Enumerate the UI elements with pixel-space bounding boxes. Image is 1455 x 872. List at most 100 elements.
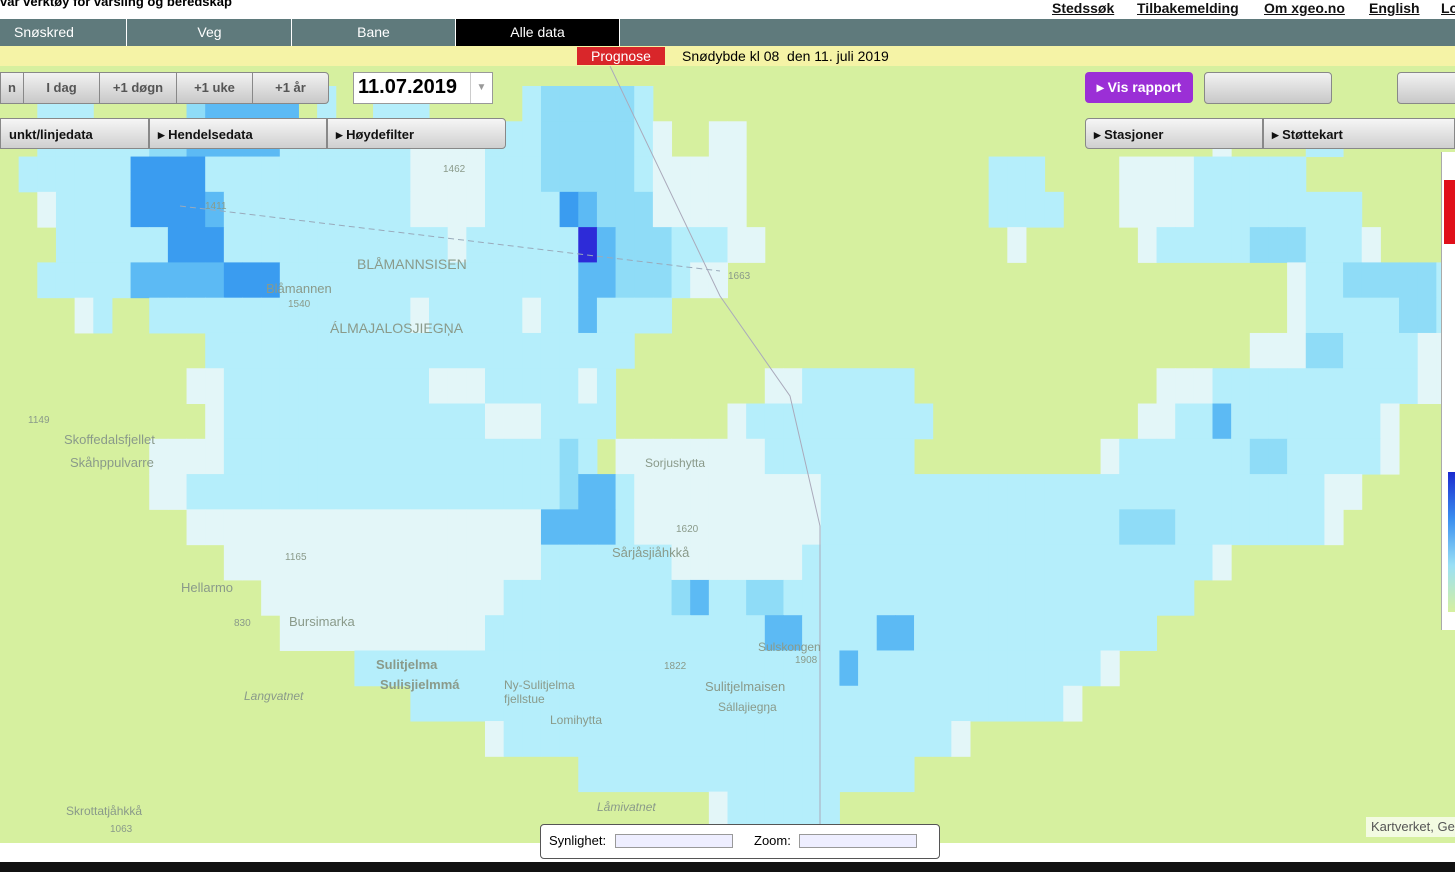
- snow-cell: [1156, 438, 1176, 475]
- snow-cell: [298, 403, 318, 440]
- snow-cell: [895, 721, 915, 757]
- map-label: 1411: [205, 201, 227, 212]
- report-button[interactable]: ▸ Vis rapport: [1085, 72, 1193, 103]
- time-button[interactable]: +1 uke: [176, 72, 253, 104]
- snow-cell: [876, 756, 896, 793]
- date-field[interactable]: 11.07.2019 ▼: [353, 72, 493, 104]
- snow-cell: [578, 615, 598, 651]
- snow-cell: [223, 332, 243, 369]
- snow-cell: [55, 156, 76, 193]
- snow-cell: [447, 262, 467, 299]
- tool-buttons[interactable]: [1204, 72, 1332, 104]
- snow-cell: [1268, 438, 1288, 475]
- snow-cell: [671, 438, 691, 475]
- visibility-label: Synlighet:: [549, 833, 607, 848]
- map-label: Blåmannen: [266, 281, 332, 296]
- map-label: Sulitjelmaisen: [705, 679, 786, 694]
- snow-cell: [522, 368, 542, 405]
- snow-cell: [783, 721, 803, 757]
- snow-cell: [615, 685, 635, 722]
- snow-cell: [876, 650, 896, 687]
- snow-cell: [858, 368, 878, 405]
- snow-cell: [410, 297, 430, 334]
- tab[interactable]: Veg: [128, 19, 292, 46]
- snow-cell: [447, 509, 467, 546]
- snow-cell: [1249, 227, 1269, 263]
- link[interactable]: Lo: [1441, 0, 1455, 16]
- snow-cell: [914, 650, 934, 687]
- snow-cell: [540, 650, 561, 687]
- snow-cell: [186, 262, 206, 299]
- snow-cell: [74, 191, 94, 228]
- menu[interactable]: unkt/linjedata: [0, 118, 149, 149]
- tool-buttons[interactable]: [1397, 72, 1455, 104]
- snow-cell: [951, 544, 971, 581]
- snow-cell: [447, 332, 467, 369]
- snow-cell: [1231, 438, 1251, 475]
- snow-cell: [690, 650, 710, 687]
- snow-cell: [1361, 262, 1381, 299]
- snow-cell: [727, 509, 747, 546]
- snow-cell: [578, 721, 598, 757]
- snow-cell: [391, 438, 411, 475]
- snow-cell: [317, 403, 337, 440]
- snow-cell: [858, 615, 878, 651]
- menu[interactable]: ▸ Hendelsedata: [149, 118, 327, 149]
- snow-cell: [596, 332, 617, 369]
- link[interactable]: Stedssøk: [1052, 0, 1115, 16]
- link[interactable]: Tilbakemelding: [1137, 0, 1239, 16]
- snow-cell: [391, 544, 411, 581]
- snow-cell: [727, 756, 747, 793]
- time-button[interactable]: n: [0, 72, 24, 104]
- snow-cell: [223, 297, 243, 334]
- menu[interactable]: ▸ Støttekart: [1263, 118, 1455, 149]
- map-label: Låmivatnet: [597, 800, 656, 814]
- snow-cell: [596, 262, 617, 299]
- link[interactable]: Om xgeo.no: [1264, 0, 1345, 16]
- snow-cell: [1417, 368, 1437, 405]
- tab[interactable]: Snøskred: [0, 19, 127, 46]
- visibility-slider[interactable]: [615, 834, 733, 848]
- snow-cell: [447, 650, 467, 687]
- snow-cell: [279, 191, 299, 228]
- snow-cell: [708, 474, 728, 510]
- map-label: Ny-Sulitjelma fjellstue: [504, 678, 575, 706]
- snow-cell: [354, 544, 374, 581]
- zoom-slider[interactable]: [799, 834, 917, 848]
- time-button[interactable]: I dag: [23, 72, 100, 104]
- snow-cell: [1268, 332, 1288, 369]
- snow-cell: [354, 509, 374, 546]
- link[interactable]: English: [1369, 0, 1420, 16]
- snow-cell: [652, 756, 673, 793]
- snow-cell: [503, 156, 523, 193]
- snow-cell: [354, 332, 374, 369]
- snow-cell: [671, 615, 691, 651]
- snow-cell: [540, 685, 561, 722]
- snow-cell: [1399, 262, 1419, 299]
- snow-cell: [578, 544, 598, 581]
- time-button[interactable]: +1 år: [252, 72, 329, 104]
- snow-cell: [279, 332, 299, 369]
- snow-cell: [858, 438, 878, 475]
- tab[interactable]: Alle data: [456, 19, 620, 46]
- time-button[interactable]: +1 døgn: [99, 72, 177, 104]
- snow-cell: [18, 156, 38, 193]
- snow-cell: [1287, 191, 1307, 228]
- snow-cell: [522, 191, 542, 228]
- snow-cell: [373, 403, 393, 440]
- menu[interactable]: ▸ Stasjoner: [1085, 118, 1263, 149]
- snow-cell: [671, 756, 691, 793]
- snow-cell: [354, 191, 374, 228]
- dropdown-arrow[interactable]: ▼: [470, 73, 492, 103]
- tab[interactable]: Bane: [292, 19, 456, 46]
- map-label: Skåhppulvarre: [70, 455, 154, 470]
- snow-cell: [671, 191, 691, 228]
- snow-cell: [988, 579, 1008, 616]
- snow-cell: [578, 332, 598, 369]
- snow-cell: [466, 509, 486, 546]
- snow-cell: [1417, 332, 1437, 369]
- menu[interactable]: ▸ Høydefilter: [327, 118, 506, 149]
- snow-cell: [317, 615, 337, 651]
- snow-cell: [932, 650, 952, 687]
- snow-cell: [1137, 544, 1158, 581]
